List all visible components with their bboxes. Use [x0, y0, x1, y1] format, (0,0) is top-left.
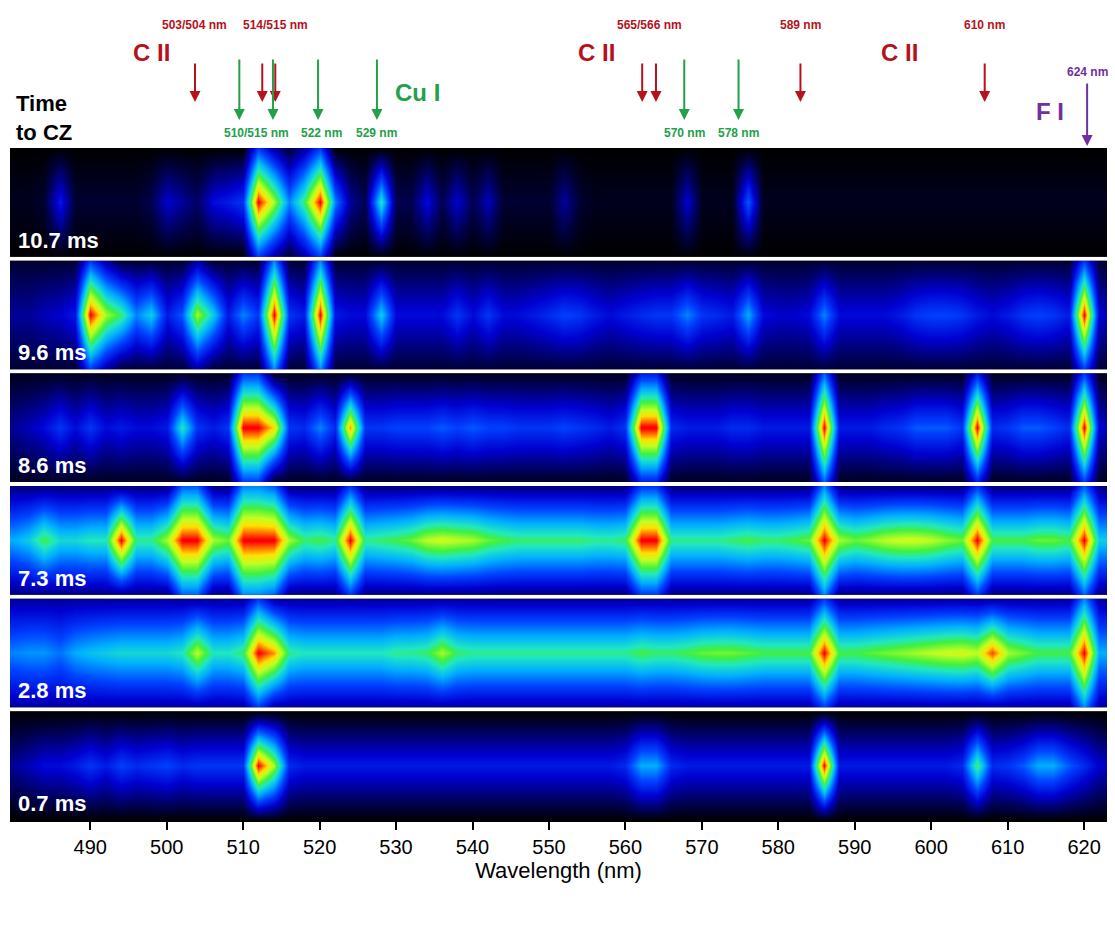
svg-text:C II: C II [133, 39, 170, 66]
svg-text:500: 500 [150, 836, 183, 858]
svg-text:540: 540 [456, 836, 489, 858]
svg-text:9.6 ms: 9.6 ms [18, 340, 87, 365]
svg-text:2.8 ms: 2.8 ms [18, 678, 87, 703]
svg-text:520: 520 [303, 836, 336, 858]
svg-text:620: 620 [1067, 836, 1100, 858]
svg-text:624 nm: 624 nm [1067, 65, 1108, 79]
svg-text:8.6 ms: 8.6 ms [18, 453, 87, 478]
svg-text:578 nm: 578 nm [718, 126, 759, 140]
svg-text:Cu I: Cu I [395, 79, 440, 106]
svg-text:F I: F I [1036, 98, 1064, 125]
svg-text:565/566 nm: 565/566 nm [617, 18, 682, 32]
svg-text:510/515 nm: 510/515 nm [224, 126, 289, 140]
svg-text:580: 580 [762, 836, 795, 858]
svg-text:510: 510 [226, 836, 259, 858]
svg-text:590: 590 [838, 836, 871, 858]
svg-text:C II: C II [578, 39, 615, 66]
svg-text:7.3 ms: 7.3 ms [18, 566, 87, 591]
svg-text:522 nm: 522 nm [301, 126, 342, 140]
svg-text:514/515 nm: 514/515 nm [243, 18, 308, 32]
svg-text:C II: C II [881, 39, 918, 66]
svg-text:560: 560 [609, 836, 642, 858]
svg-text:550: 550 [532, 836, 565, 858]
svg-text:0.7 ms: 0.7 ms [18, 791, 87, 816]
svg-text:570: 570 [685, 836, 718, 858]
svg-text:610 nm: 610 nm [964, 18, 1005, 32]
svg-text:10.7 ms: 10.7 ms [18, 228, 99, 253]
svg-text:503/504 nm: 503/504 nm [162, 18, 227, 32]
svg-text:589 nm: 589 nm [780, 18, 821, 32]
svg-text:610: 610 [991, 836, 1024, 858]
svg-text:Timeto CZ: Timeto CZ [16, 91, 72, 145]
svg-text:600: 600 [914, 836, 947, 858]
svg-text:530: 530 [379, 836, 412, 858]
svg-text:529 nm: 529 nm [356, 126, 397, 140]
svg-text:490: 490 [74, 836, 107, 858]
svg-text:570 nm: 570 nm [664, 126, 705, 140]
svg-text:Wavelength (nm): Wavelength (nm) [475, 858, 642, 883]
